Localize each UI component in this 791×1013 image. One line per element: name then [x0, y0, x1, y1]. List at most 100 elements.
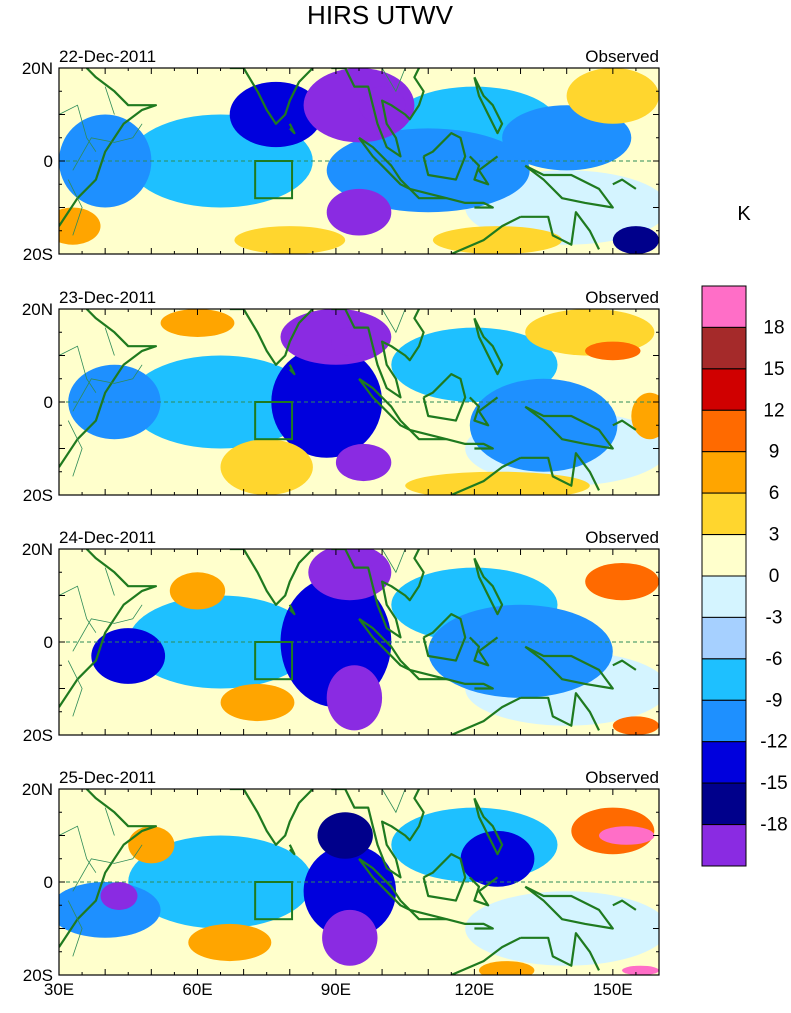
positive-anomaly-blob	[220, 439, 313, 495]
positive-anomaly-blob	[566, 68, 659, 124]
coastline	[358, 377, 411, 431]
panel-field	[59, 789, 659, 975]
coastline	[288, 844, 296, 856]
coastline	[520, 452, 600, 491]
colorbar-tick-label: 0	[769, 566, 780, 587]
coastline	[229, 68, 314, 125]
negative-anomaly-blob	[428, 604, 613, 698]
coastline	[520, 211, 600, 250]
map-panel-2: 20N 0 20S 23-Dec-2011 Observed	[22, 288, 660, 505]
colorbar-swatch	[701, 534, 747, 577]
country-border	[243, 549, 245, 550]
coastline	[473, 797, 504, 856]
negative-anomaly-blob	[59, 114, 152, 208]
country-border	[59, 345, 97, 393]
coastline	[524, 645, 614, 690]
colorbar-swatch	[701, 741, 747, 784]
study-region-box	[254, 160, 294, 200]
country-border	[381, 309, 406, 334]
country-border	[72, 844, 143, 892]
negative-anomaly-blob	[317, 812, 373, 859]
coastline	[331, 549, 425, 639]
coastline	[612, 419, 637, 431]
colorbar-swatch	[701, 285, 747, 328]
coastline	[450, 215, 521, 254]
country-border	[59, 585, 97, 633]
coastline	[288, 364, 296, 376]
colorbar-tick-label: -6	[766, 649, 783, 670]
coastline	[288, 123, 296, 135]
positive-anomaly-blob	[585, 563, 659, 601]
colorbar-swatch	[701, 699, 747, 743]
positive-anomaly-blob	[188, 923, 272, 962]
positive-anomaly-blob	[128, 826, 175, 864]
x-tick-label: 60E	[182, 980, 212, 999]
colorbar-swatch	[701, 616, 747, 660]
colorbar-swatch	[701, 326, 747, 370]
country-border	[67, 660, 83, 717]
coastline	[446, 197, 494, 209]
coastline	[331, 309, 425, 399]
y-tick-label: 0	[44, 873, 53, 892]
country-border	[67, 420, 83, 477]
negative-anomaly-blob	[229, 81, 323, 148]
coastline	[179, 789, 181, 790]
colorbar-tick-label: 6	[769, 483, 780, 504]
panel-field	[59, 68, 659, 254]
coastline	[422, 613, 467, 662]
positive-anomaly-blob	[234, 226, 346, 254]
colorbar-tick-label: -15	[760, 773, 787, 794]
colorbar-swatch	[701, 575, 747, 618]
coastline	[612, 899, 637, 911]
coastline	[450, 936, 521, 975]
colorbar-swatch	[701, 409, 747, 453]
coastline	[473, 557, 504, 616]
positive-anomaly-blob	[405, 471, 590, 495]
x-tick-label: 30E	[44, 980, 74, 999]
panel-field	[59, 549, 659, 735]
country-border	[59, 104, 97, 152]
negative-anomaly-blob	[349, 549, 378, 568]
colorbar-tick-label: -3	[766, 607, 783, 628]
coastline	[288, 604, 296, 616]
negative-anomaly-blob	[91, 628, 166, 684]
coastline	[59, 68, 157, 227]
coastline	[612, 178, 637, 190]
positive-anomaly-blob	[622, 965, 659, 975]
coastline	[612, 659, 637, 671]
negative-anomaly-blob	[68, 364, 161, 440]
coastline	[409, 668, 448, 681]
coastline	[473, 76, 504, 135]
negative-anomaly-blob	[326, 128, 530, 213]
negative-anomaly-blob	[331, 327, 369, 356]
study-region-box	[254, 401, 294, 441]
coastline	[179, 549, 181, 550]
panel-label: Observed	[585, 47, 659, 66]
coastline	[469, 155, 499, 186]
coastline	[524, 164, 614, 209]
coastline	[179, 68, 181, 69]
positive-anomaly-blob	[479, 961, 535, 975]
y-tick-label: 20S	[23, 966, 53, 985]
negative-anomaly-blob	[335, 443, 392, 482]
country-border	[59, 825, 97, 873]
x-tick-label: 90E	[321, 980, 351, 999]
positive-anomaly-blob	[612, 716, 659, 735]
coastline	[520, 692, 600, 731]
coastline	[229, 549, 314, 606]
coastline	[409, 187, 448, 200]
panel-label: Observed	[585, 768, 659, 787]
coastline	[229, 309, 314, 366]
study-region-box	[254, 641, 294, 681]
panel-date: 25-Dec-2011	[59, 768, 156, 787]
negative-anomaly-blob	[612, 226, 659, 254]
panel-label: Observed	[585, 288, 659, 307]
coastline	[59, 309, 157, 468]
positive-anomaly-blob	[465, 891, 659, 966]
colorbar-tick-label: 15	[763, 359, 784, 380]
positive-anomaly-blob	[599, 826, 655, 845]
coastline	[422, 373, 467, 422]
y-tick-label: 20N	[22, 780, 53, 799]
coastline	[473, 317, 504, 376]
country-border	[243, 68, 245, 69]
